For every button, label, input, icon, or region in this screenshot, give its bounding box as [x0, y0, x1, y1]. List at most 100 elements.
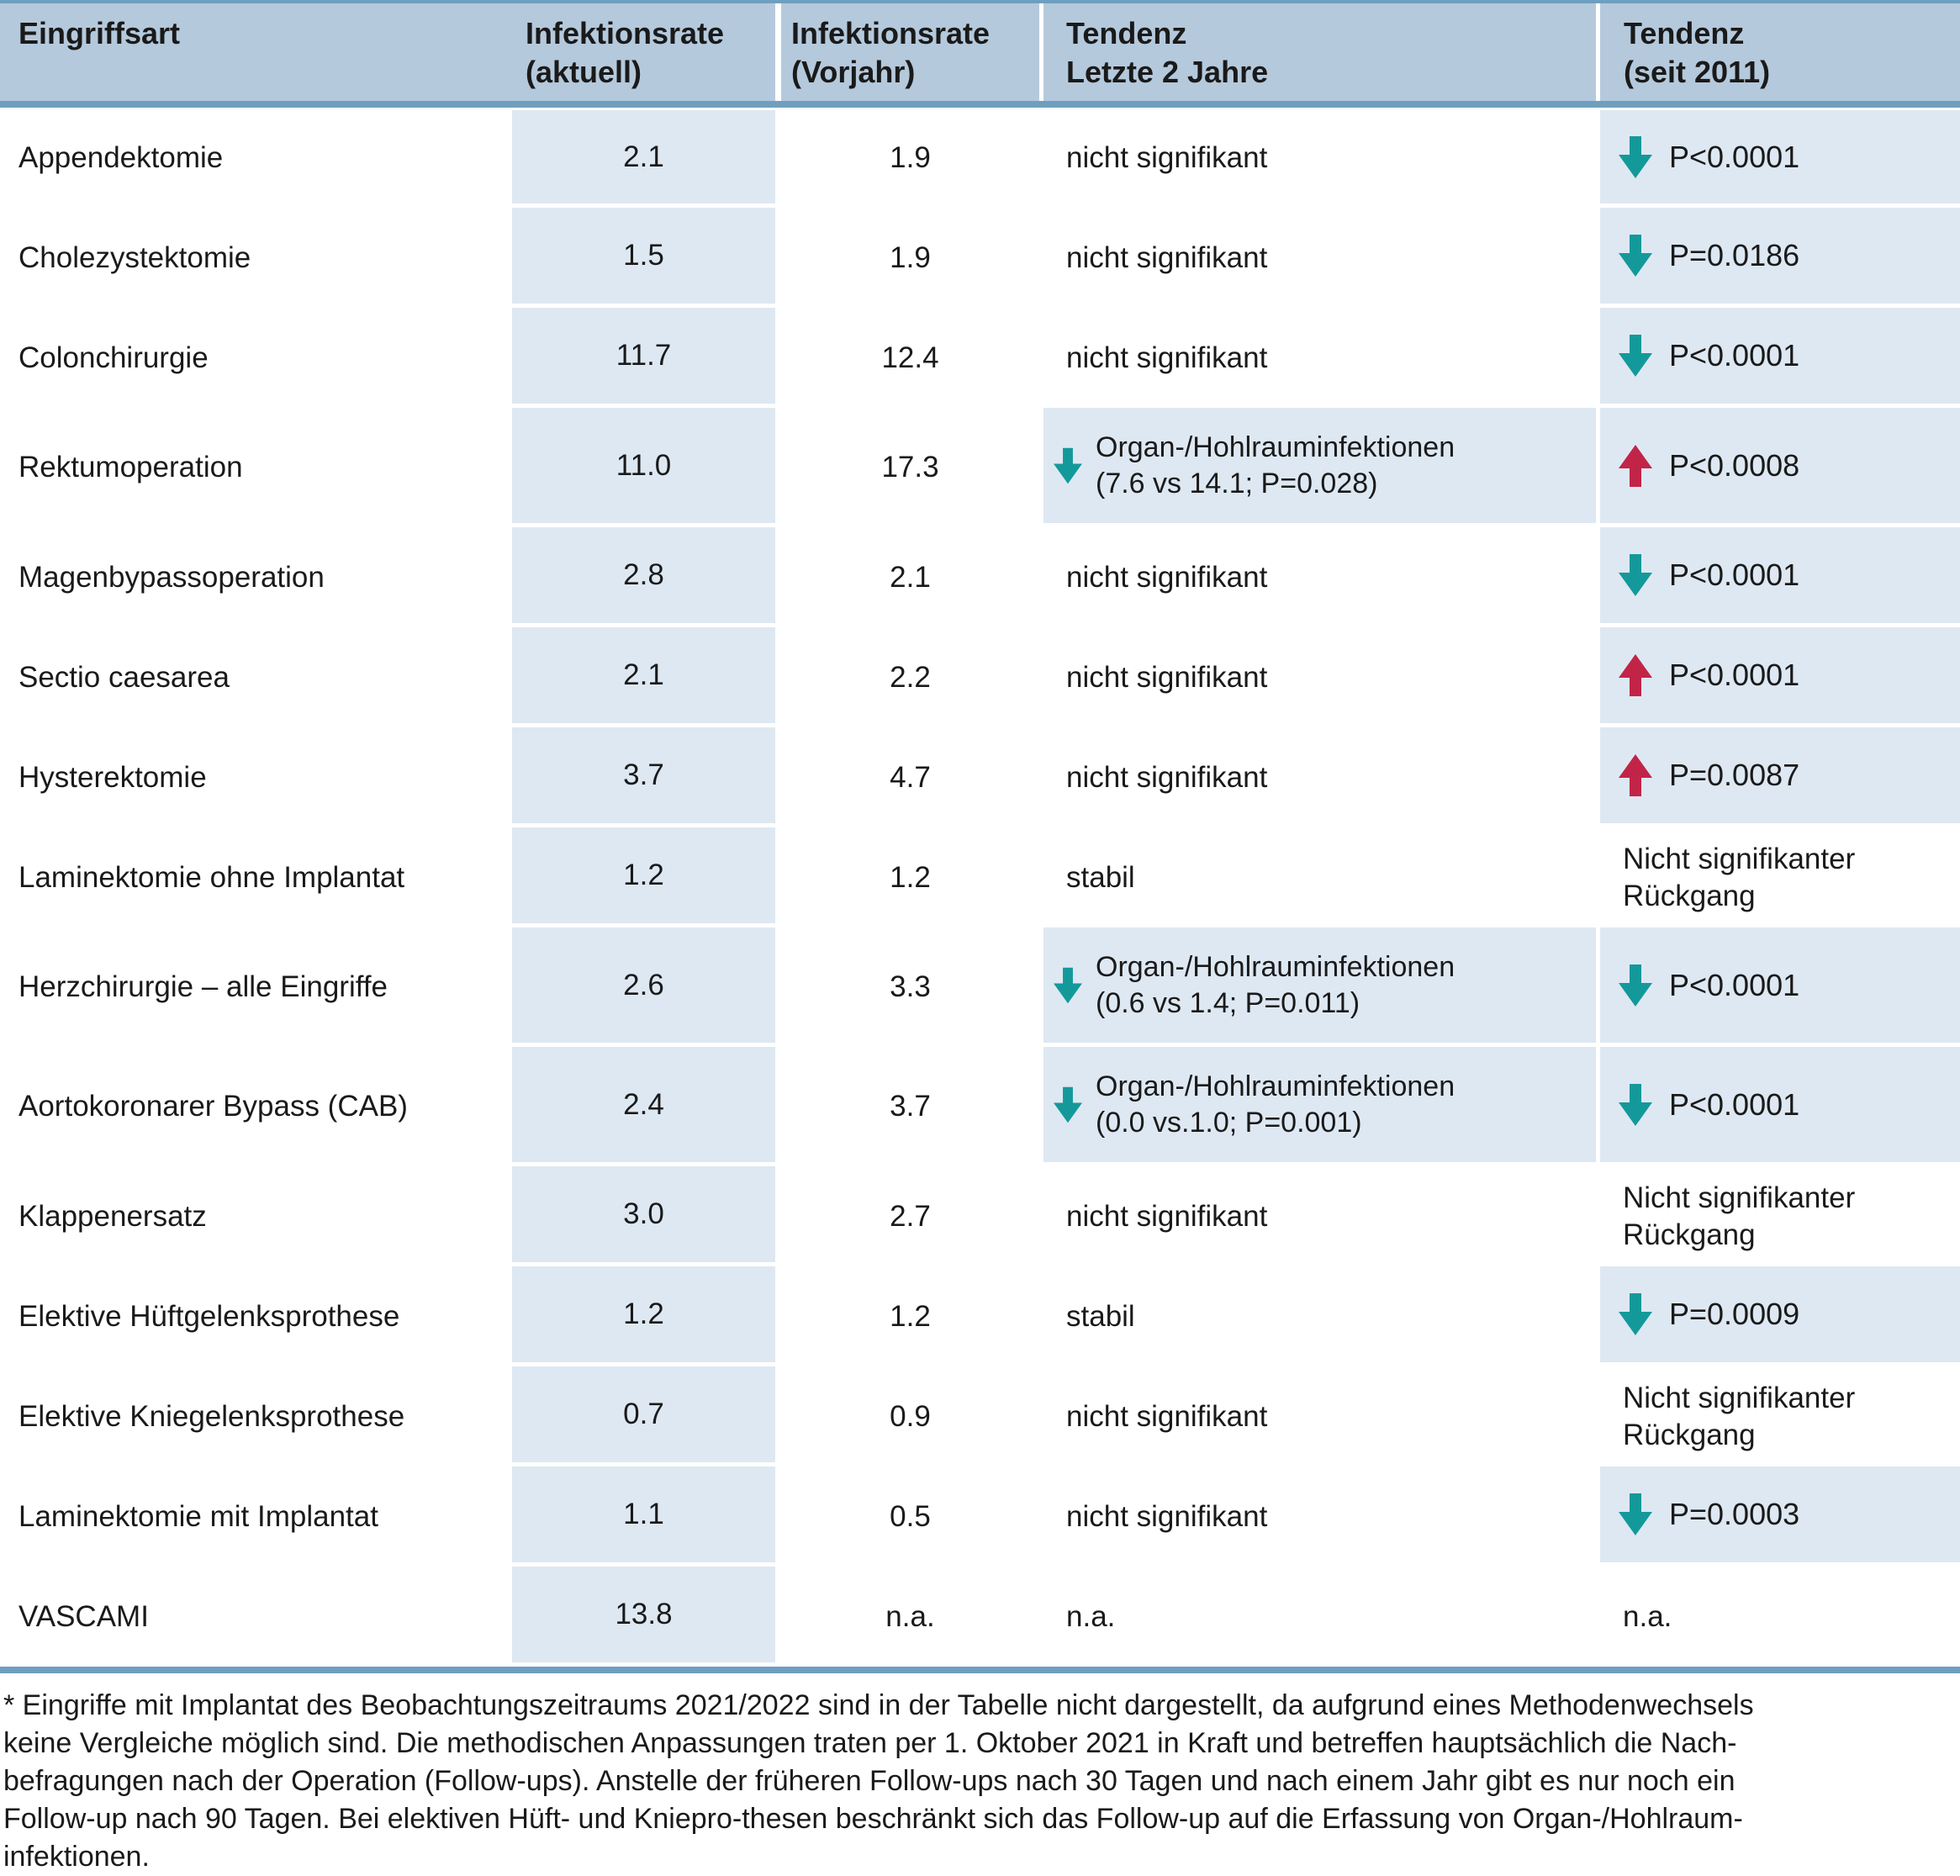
trend-since-2011-cell: n.a.	[1623, 1599, 1672, 1633]
trend-down-arrow-icon	[1619, 1083, 1652, 1127]
table-row: Rektumoperation 11.0 17.3 Organ-/Hohlraumin…	[0, 408, 1960, 527]
column-gap	[775, 208, 781, 308]
trend-since-2011-cell: P<0.0001	[1600, 927, 1960, 1047]
trend-2years-cell: stabil	[1066, 1299, 1135, 1333]
rate-current-cell: 1.5	[512, 208, 775, 308]
procedure-name: Colonchirurgie	[18, 341, 209, 374]
table-row: Laminektomie ohne Implantat 1.2 1.2 stabil N…	[0, 827, 1960, 927]
procedure-name: Elektive Kniegelenksprothese	[18, 1399, 405, 1433]
header-line: Infektionsrate	[526, 16, 725, 50]
table-row: Herzchirurgie – alle Eingriffe 2.6 3.3 Orga…	[0, 927, 1960, 1047]
column-gap	[1596, 1047, 1600, 1166]
rate-previous-cell: 3.3	[890, 970, 931, 1003]
column-gap	[1596, 408, 1600, 527]
trend-2years-cell: Organ-/Hohlrauminfektionen (7.6 vs 14.1; …	[1043, 408, 1596, 527]
trend-2years-text: Organ-/Hohlrauminfektionen (7.6 vs 14.1; …	[1096, 430, 1455, 502]
p-value-text: P<0.0001	[1669, 1086, 1800, 1122]
column-gap	[1039, 1166, 1043, 1266]
column-gap	[1039, 827, 1043, 927]
table-header-row: Eingriffsart Infektionsrate (aktuell) In…	[0, 3, 1960, 101]
rate-previous-cell: 2.2	[890, 660, 931, 694]
column-gap	[775, 1166, 781, 1266]
column-gap	[1596, 927, 1600, 1047]
trend-down-arrow-icon	[1054, 447, 1082, 485]
column-gap	[1039, 1047, 1043, 1166]
trend-since-2011-cell: Nicht signifikanter Rückgang	[1623, 1381, 1856, 1451]
trend-since-2011-cell: Nicht signifikanter Rückgang	[1623, 842, 1856, 912]
footnote-line: befragungen nach der Operation (Follow-u…	[3, 1765, 1735, 1797]
footnote-line: Follow-up nach 90 Tagen. Bei elektiven H…	[3, 1803, 1743, 1835]
procedure-name: Hysterektomie	[18, 760, 207, 794]
footnote-line: infektionen.	[3, 1841, 150, 1873]
column-gap	[1039, 1466, 1043, 1567]
procedure-name: Elektive Hüftgelenksprothese	[18, 1299, 400, 1333]
procedure-name: Aortokoronarer Bypass (CAB)	[18, 1090, 408, 1123]
column-gap	[1596, 308, 1600, 408]
procedure-name: Cholezystektomie	[18, 240, 251, 274]
rate-previous-cell: 0.5	[890, 1499, 931, 1533]
column-gap	[1596, 1166, 1600, 1266]
trend-2years-text: Organ-/Hohlrauminfektionen (0.0 vs.1.0; P…	[1096, 1069, 1455, 1141]
column-gap	[1039, 1567, 1043, 1667]
trend-since-2011-cell: P=0.0003	[1600, 1466, 1960, 1567]
trend-down-arrow-icon	[1619, 964, 1652, 1007]
trend-since-2011-cell: P<0.0008	[1600, 408, 1960, 527]
column-gap	[775, 308, 781, 408]
column-gap	[775, 1266, 781, 1366]
column-header-infektionsrate-aktuell: Infektionsrate (aktuell)	[512, 3, 775, 101]
rate-previous-cell: n.a.	[885, 1599, 935, 1633]
footnote-line: * Eingriffe mit Implantat des Beobachtun…	[3, 1689, 1754, 1721]
trend-down-arrow-icon	[1619, 334, 1652, 378]
header-column-gap	[1596, 3, 1600, 101]
column-gap	[1039, 1266, 1043, 1366]
trend-down-arrow-icon	[1619, 234, 1652, 277]
table-row: Cholezystektomie 1.5 1.9 nicht signifikant P…	[0, 208, 1960, 308]
p-value-text: P=0.0003	[1669, 1497, 1800, 1531]
procedure-name: Laminektomie mit Implantat	[18, 1499, 378, 1533]
column-gap	[775, 1366, 781, 1466]
column-gap	[1039, 308, 1043, 408]
trend-since-2011-cell: P<0.0001	[1600, 527, 1960, 627]
trend-2years-cell: stabil	[1066, 860, 1135, 894]
column-header-tendenz-2jahre: Tendenz Letzte 2 Jahre	[1043, 3, 1596, 101]
trend-2years-line1: Organ-/Hohlrauminfektionen	[1096, 1070, 1455, 1102]
trend-down-arrow-icon	[1619, 135, 1652, 179]
table-row: Magenbypassoperation 2.8 2.1 nicht signifik…	[0, 527, 1960, 627]
table-row: VASCAMI 13.8 n.a. n.a. n.a.	[0, 1567, 1960, 1667]
header-column-gap	[1039, 3, 1043, 101]
rate-previous-cell: 4.7	[890, 760, 931, 794]
rate-previous-cell: 17.3	[881, 451, 939, 484]
header-column-gap	[775, 3, 781, 101]
procedure-name: VASCAMI	[18, 1599, 149, 1633]
trend-2years-line1: Organ-/Hohlrauminfektionen	[1096, 950, 1455, 983]
procedure-name: Klappenersatz	[18, 1199, 207, 1233]
column-gap	[1596, 727, 1600, 827]
rate-previous-cell: 2.1	[890, 560, 931, 594]
rate-previous-cell: 3.7	[890, 1090, 931, 1123]
p-value-text: P<0.0001	[1669, 967, 1800, 1002]
rate-current-cell: 1.2	[512, 1266, 775, 1366]
p-value-text: P=0.0186	[1669, 238, 1800, 272]
trend-since-2011-cell: P<0.0001	[1600, 627, 1960, 727]
trend-up-arrow-icon	[1619, 444, 1652, 488]
trend-2years-cell: nicht signifikant	[1066, 1499, 1268, 1533]
trend-since-2011-cell: Nicht signifikanter Rückgang	[1623, 1181, 1856, 1251]
trend-since-2011-cell: P<0.0001	[1600, 1047, 1960, 1166]
column-gap	[1596, 1466, 1600, 1567]
trend-2years-cell: nicht signifikant	[1066, 240, 1268, 274]
procedure-name: Sectio caesarea	[18, 660, 230, 694]
column-gap	[1039, 627, 1043, 727]
rate-current-cell: 3.7	[512, 727, 775, 827]
column-gap	[1596, 1366, 1600, 1466]
trend-down-arrow-icon	[1619, 1493, 1652, 1536]
rate-current-cell: 1.2	[512, 827, 775, 927]
column-gap	[1039, 527, 1043, 627]
table-row: Aortokoronarer Bypass (CAB) 2.4 3.7 Organ-/…	[0, 1047, 1960, 1166]
column-gap	[1596, 1567, 1600, 1667]
rate-current-cell: 2.4	[512, 1047, 775, 1166]
header-line: (Vorjahr)	[791, 55, 916, 89]
trend-down-arrow-icon	[1054, 1086, 1082, 1124]
trend-2years-cell: nicht signifikant	[1066, 140, 1268, 174]
table-row: Colonchirurgie 11.7 12.4 nicht signifikant P…	[0, 308, 1960, 408]
trend-2years-cell: nicht signifikant	[1066, 660, 1268, 694]
